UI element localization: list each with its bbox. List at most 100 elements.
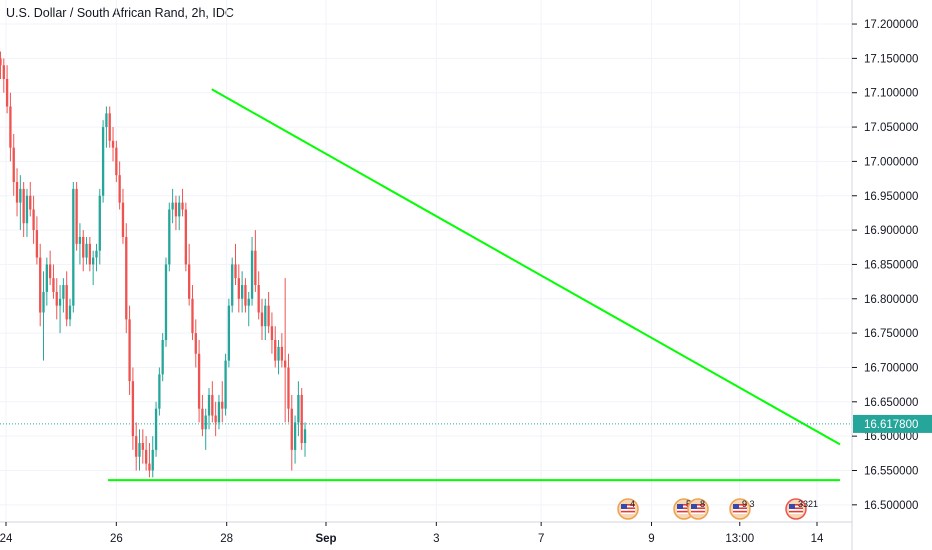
candle-up: [78, 236, 82, 244]
x-tick-label: 13:00: [725, 533, 754, 545]
candle-down: [274, 339, 277, 361]
grid: [0, 0, 852, 522]
candle-down: [214, 415, 217, 423]
candle-down: [287, 367, 290, 409]
event-marker[interactable]: 3321: [785, 498, 818, 520]
candle-down: [121, 202, 125, 237]
flag-canton: [789, 504, 795, 509]
candle-up: [58, 298, 62, 306]
candle-down: [108, 113, 111, 141]
flag-stripe: [691, 507, 705, 509]
y-tick-label: 17.200000: [864, 19, 918, 31]
candle-down: [12, 147, 15, 183]
candle-down: [75, 188, 78, 244]
candle-up: [42, 291, 45, 313]
candle-down: [211, 394, 214, 416]
candle-down: [191, 298, 194, 334]
candle-down: [270, 326, 274, 340]
candle-down: [2, 65, 5, 79]
candle-up: [250, 250, 254, 299]
candle-down: [290, 408, 293, 450]
y-tick-label: 17.050000: [864, 122, 918, 134]
candle-down: [280, 346, 284, 361]
candle-down: [111, 140, 115, 148]
event-marker[interactable]: 4: [617, 498, 639, 520]
candle-up: [45, 264, 48, 292]
flag-stripe: [789, 504, 803, 506]
y-tick-label: 16.550000: [864, 465, 918, 477]
candle-up: [207, 394, 211, 416]
candle-down: [201, 408, 204, 430]
flag-stripe: [621, 504, 635, 506]
chart-title: U.S. Dollar / South African Rand, 2h, ID…: [6, 6, 234, 20]
y-tick-label: 17.150000: [864, 53, 918, 65]
event-marker[interactable]: 8: [687, 498, 709, 520]
candle-down: [9, 106, 12, 148]
x-tick-label: 28: [220, 533, 233, 545]
y-tick-label: 17.100000: [864, 88, 918, 100]
candle-up: [171, 202, 174, 210]
candle-up: [95, 250, 98, 258]
candle-down: [141, 443, 144, 450]
candle-down: [144, 449, 148, 464]
trendlines[interactable]: [108, 88, 841, 482]
event-count: 8: [700, 499, 705, 509]
candle-up: [138, 443, 141, 457]
candle-down: [135, 436, 138, 457]
candle-up: [105, 113, 108, 128]
y-tick-label: 16.950000: [864, 191, 918, 203]
candle-down: [82, 236, 85, 258]
candle-down: [52, 278, 55, 292]
candle-up: [178, 202, 181, 217]
flag-stripe: [677, 507, 691, 509]
candle-down: [88, 243, 92, 265]
trendline-descending-resistance[interactable]: [211, 88, 841, 446]
event-count: 3321: [798, 499, 818, 509]
candle-down: [55, 291, 58, 306]
candle-up: [151, 449, 154, 471]
candle-up: [68, 305, 72, 320]
flag-canton: [691, 504, 697, 509]
x-tick-label: 3: [433, 533, 439, 545]
candle-up: [204, 415, 207, 430]
y-tick-label: 16.800000: [864, 294, 918, 306]
x-tick-label: Sep: [315, 533, 336, 545]
y-tick-label: 17.000000: [864, 156, 918, 168]
candle-up: [25, 195, 29, 224]
time-axis[interactable]: 24 26 28 Sep 3 7 9 13:00 14: [0, 521, 852, 545]
y-tick-label: 16.650000: [864, 397, 918, 409]
price-axis[interactable]: 17.200000 17.150000 17.100000 17.050000 17.0…: [851, 0, 932, 550]
candle-down: [194, 333, 197, 354]
candle-down: [267, 305, 270, 327]
flag-canton: [733, 504, 739, 509]
candle-down: [131, 381, 135, 437]
flag-stripe: [621, 507, 635, 509]
candle-up: [101, 127, 105, 196]
x-tick-label: 7: [538, 533, 544, 545]
candle-down: [118, 175, 121, 203]
candle-up: [154, 408, 158, 450]
candle-up: [85, 243, 88, 258]
candle-down: [48, 264, 52, 279]
x-tick-label: 14: [811, 533, 824, 545]
event-marker[interactable]: 9 3: [729, 498, 755, 520]
candle-down: [257, 285, 260, 313]
candle-up: [217, 401, 221, 423]
flag-stripe: [789, 507, 803, 509]
candle-down: [148, 463, 151, 471]
candle-up: [227, 305, 231, 361]
candles: [0, 51, 307, 478]
candle-down: [284, 360, 287, 368]
flag-stripe: [621, 510, 635, 513]
candle-up: [231, 264, 234, 306]
candle-down: [221, 401, 224, 409]
candle-up: [303, 429, 307, 444]
flag-stripe: [733, 504, 747, 506]
flag-stripe: [691, 510, 705, 513]
candle-up: [19, 188, 22, 203]
candle-down: [65, 285, 68, 320]
candle-up: [224, 360, 227, 409]
candle-down: [22, 188, 25, 224]
